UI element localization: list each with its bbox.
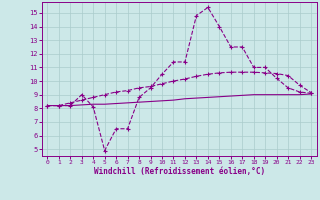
X-axis label: Windchill (Refroidissement éolien,°C): Windchill (Refroidissement éolien,°C) [94, 167, 265, 176]
